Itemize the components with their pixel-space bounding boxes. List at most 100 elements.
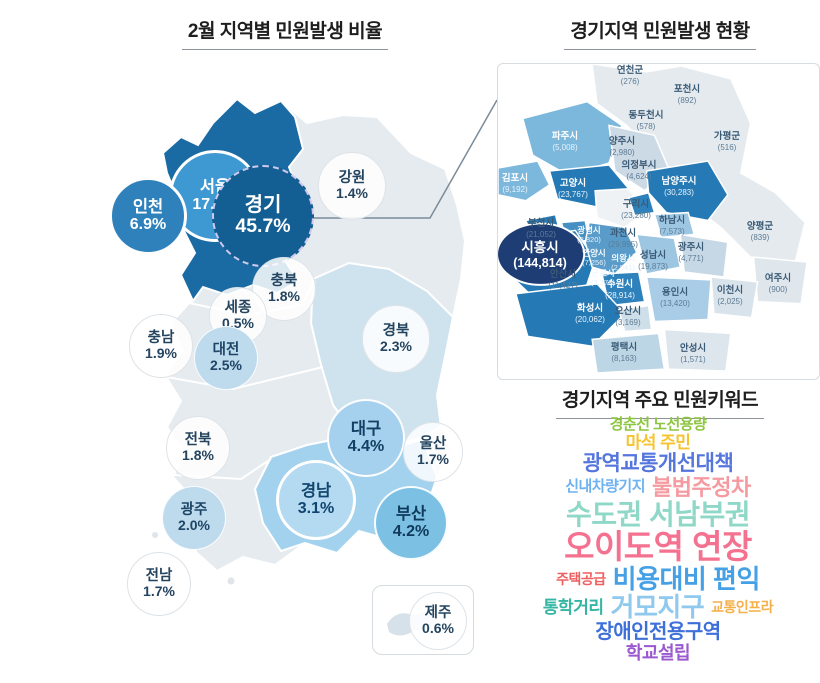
keyword: 비용대비 편익 xyxy=(612,563,761,594)
gyeonggi-map xyxy=(498,64,808,374)
city-count: (900) xyxy=(768,284,788,294)
city-name: 평택시 xyxy=(610,341,638,353)
city-count: (144,814) xyxy=(513,255,567,270)
city-count: (4,771) xyxy=(678,253,704,263)
city-label-namyangju: 남양주시 (30,283) xyxy=(661,175,697,197)
keyword: 오이도역 연장 xyxy=(564,528,752,566)
korea-map xyxy=(124,97,467,588)
city-count: (29,995) xyxy=(608,239,638,249)
city-count: (3,373) xyxy=(591,277,615,287)
city-name: 성남시 xyxy=(639,249,667,261)
city-label-gwangmyeong: 광명시 (3,820) xyxy=(577,224,601,244)
city-count: (2,980) xyxy=(609,147,635,157)
region-gyeongnam xyxy=(253,435,439,555)
city-count: (8,163) xyxy=(611,353,637,363)
city-count: (7,256) xyxy=(582,257,606,267)
city-label-pyeongtaek: 평택시 (8,163) xyxy=(610,341,638,363)
city-count: (20,062) xyxy=(575,314,605,324)
gg-gimpo xyxy=(498,160,551,202)
city-label-uiwang: 의왕시 (2,541) xyxy=(611,253,635,272)
incheon-island xyxy=(124,229,134,237)
city-name: 남양주시 xyxy=(661,175,697,187)
keyword-row: 학교설립 xyxy=(495,644,820,663)
gg-hanam xyxy=(653,211,696,239)
keyword-row: 신내차량기지 불법주정차 xyxy=(495,476,820,499)
city-count: (28,914) xyxy=(605,290,635,300)
city-label-ansan: 안산시 (11,427) xyxy=(548,269,577,290)
city-label-bucheon: 부천시 (21,052) xyxy=(526,217,556,239)
city-name: 하남시 xyxy=(658,214,686,226)
city-name: 포천시 xyxy=(673,83,701,95)
city-name: 과천시 xyxy=(609,227,637,239)
city-name: 고양시 xyxy=(559,177,587,189)
keyword-row: 통학거리 거모지구 교통인프라 xyxy=(495,593,820,621)
keyword-row: 주택공급 비용대비 편익 xyxy=(495,563,820,594)
city-count: (19,873) xyxy=(638,261,668,271)
keyword: 주택공급 xyxy=(556,571,606,588)
city-count: (13,420) xyxy=(660,298,690,308)
keyword: 통학거리 xyxy=(542,597,604,617)
city-label-gwacheon: 과천시 (29,995) xyxy=(608,227,638,249)
gg-pyeongtaek xyxy=(591,332,666,374)
keyword-row: 수도권 서남부권 xyxy=(495,498,820,530)
city-name: 파주시 xyxy=(551,130,579,142)
city-name: 오산시 xyxy=(614,305,642,317)
city-name: 광명시 xyxy=(577,224,601,235)
gg-paju xyxy=(521,100,623,176)
keyword: 광역교통개선대책 xyxy=(582,451,734,475)
city-count: (3,169) xyxy=(615,317,641,327)
city-name: 양주시 xyxy=(608,135,636,147)
city-label-suwon: 수원시 (28,914) xyxy=(605,279,635,300)
city-name: 광주시 xyxy=(677,241,705,253)
city-count: (2,025) xyxy=(717,296,743,306)
city-label-yangju: 양주시 (2,980) xyxy=(608,135,636,157)
city-count: (23,280) xyxy=(621,210,651,220)
city-label-gapyeong: 가평군 (516) xyxy=(713,130,741,152)
city-label-paju: 파주시 (5,008) xyxy=(551,130,579,152)
keyword: 수도권 서남부권 xyxy=(565,498,751,530)
city-label-gunpo: 군포시 (3,373) xyxy=(591,268,615,287)
gg-siheung-highlight xyxy=(498,222,586,286)
city-count: (516) xyxy=(717,142,737,152)
city-name: 안성시 xyxy=(679,342,707,354)
city-label-seongnam: 성남시 (19,873) xyxy=(638,249,668,271)
city-label-anseong: 안성시 (1,571) xyxy=(679,342,707,364)
city-count: (21,052) xyxy=(526,229,556,239)
city-count: (1,571) xyxy=(680,354,706,364)
city-label-anyang: 안양시 (7,256) xyxy=(582,247,606,267)
gg-guri xyxy=(627,191,656,217)
keyword-row: 경춘선 노선용량 xyxy=(495,417,820,433)
city-label-dongducheon: 동두천시 (578) xyxy=(628,109,664,131)
city-count: (7,573) xyxy=(659,226,685,236)
keyword: 장애인전용구역 xyxy=(595,621,721,644)
city-label-goyang: 고양시 (23,767) xyxy=(558,177,588,199)
city-name: 안양시 xyxy=(582,247,606,258)
island xyxy=(170,582,176,588)
keyword-row: 마석 주민 xyxy=(495,433,820,452)
city-count: (839) xyxy=(750,232,770,242)
keyword: 경춘선 노선용량 xyxy=(609,416,707,433)
city-count: (578) xyxy=(636,121,656,131)
gg-gwangju-si xyxy=(679,233,729,278)
city-name: 김포시 xyxy=(501,172,529,184)
city-name: 용인시 xyxy=(661,286,689,298)
region-gyeonggi xyxy=(161,97,305,303)
city-label-icheon: 이천시 (2,025) xyxy=(716,284,744,306)
keyword: 학교설립 xyxy=(625,643,691,664)
city-count: (9,192) xyxy=(502,184,528,194)
keywords-panel-title: 경기지역 주요 민원키워드 xyxy=(497,385,820,419)
jeju-inset-box xyxy=(372,585,474,655)
city-name: 이천시 xyxy=(716,284,744,296)
keyword-row: 장애인전용구역 xyxy=(495,622,820,643)
keyword: 불법주정차 xyxy=(652,474,751,500)
gg-icheon xyxy=(710,276,759,319)
city-name: 화성시 xyxy=(576,302,604,314)
gg-yongin xyxy=(645,276,712,323)
jeju-island xyxy=(387,611,437,636)
city-name: 가평군 xyxy=(713,130,741,142)
city-name: 구리시 xyxy=(622,198,650,210)
city-label-pocheon: 포천시 (892) xyxy=(673,83,701,105)
city-name: 부천시 xyxy=(527,217,555,229)
city-name: 동두천시 xyxy=(628,109,664,121)
